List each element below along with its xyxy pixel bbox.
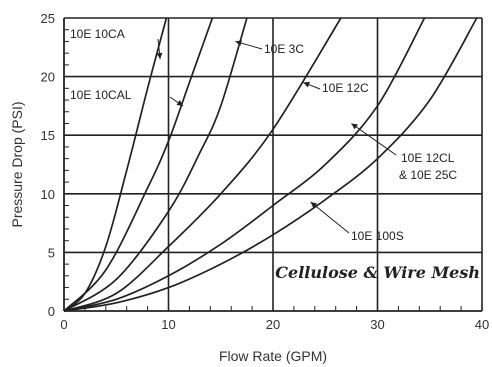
x-axis-label: Flow Rate (GPM): [219, 348, 327, 364]
x-tick-label: 10: [161, 317, 175, 332]
y-tick-label: 25: [41, 11, 55, 26]
label-pointers: [156, 38, 397, 234]
y-tick-label: 5: [48, 245, 55, 260]
series-label: 10E 100S: [351, 229, 404, 243]
series-line-4: [63, 17, 426, 312]
label-arrowhead: [176, 100, 184, 106]
series-label-line2: & 10E 25C: [399, 168, 457, 182]
label-arrowhead: [156, 52, 163, 60]
y-axis-label: Pressure Drop (PSI): [9, 101, 25, 227]
series-curves: [63, 17, 478, 312]
grid: [63, 17, 483, 312]
x-tick-label: 40: [475, 317, 489, 332]
label-pointer: [351, 123, 397, 156]
label-arrowhead: [303, 81, 310, 88]
series-line-1: [63, 17, 214, 312]
series-line-0: [63, 17, 168, 312]
series-label: 10E 12C: [322, 81, 369, 95]
label-arrowhead: [310, 202, 318, 209]
x-tick-label: 20: [266, 317, 280, 332]
tick-labels: 0 10 20 30 40 0 5 10 15 20 25: [41, 11, 490, 332]
series-label: 10E 10CA: [70, 27, 125, 41]
series-labels: 10E 10CA 10E 10CAL 10E 3C 10E 12C 10E 12CL & …: [70, 27, 457, 243]
y-tick-label: 15: [41, 128, 55, 143]
label-pointer: [310, 201, 350, 234]
series-line-5: [63, 17, 478, 312]
series-line-2: [63, 17, 248, 312]
y-tick-label: 0: [48, 304, 55, 319]
y-tick-label: 10: [41, 187, 55, 202]
chart-annotation: Cellulose & Wire Mesh: [275, 263, 480, 282]
label-arrowhead: [351, 123, 359, 130]
x-tick-label: 30: [370, 317, 384, 332]
label-arrowhead: [235, 40, 242, 46]
series-label: 10E 10CAL: [70, 88, 132, 102]
series-label: 10E 3C: [264, 42, 304, 56]
series-line-3: [63, 17, 342, 312]
y-tick-label: 20: [41, 70, 55, 85]
series-label: 10E 12CL: [401, 151, 455, 165]
x-tick-label: 0: [60, 317, 67, 332]
